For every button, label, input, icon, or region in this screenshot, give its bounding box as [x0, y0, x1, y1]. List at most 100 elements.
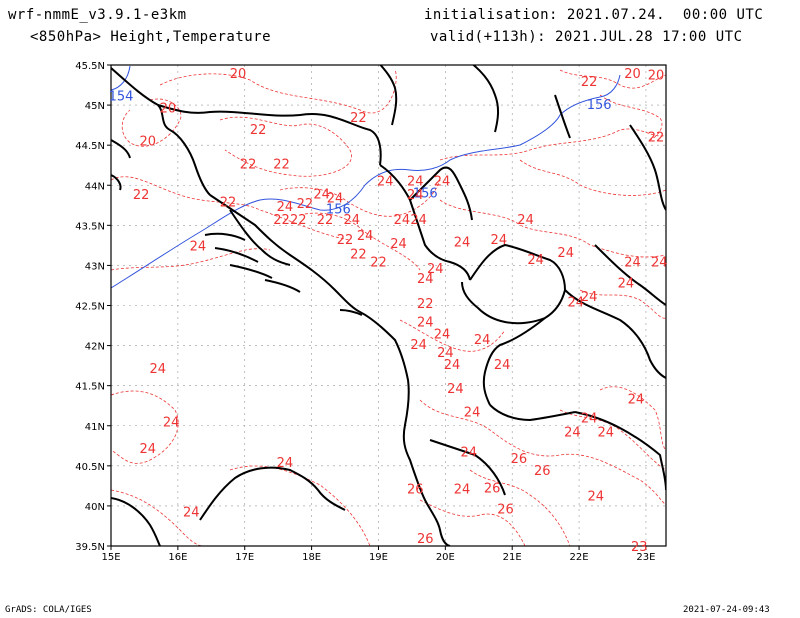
temperature-contour-label: 24 [407, 188, 424, 203]
temperature-contour-label: 22 [250, 123, 267, 138]
temperature-contour-label: 24 [567, 295, 584, 310]
temperature-contour-label: 24 [494, 358, 511, 373]
temperature-contour-label: 24 [410, 338, 427, 353]
temperature-contour-label: 26 [511, 452, 528, 467]
temperature-contour-label: 24 [460, 445, 477, 460]
temperature-contour-label: 24 [434, 174, 451, 189]
temperature-contour-label: 20 [140, 134, 157, 149]
temperature-contour-label: 24 [581, 290, 598, 305]
temperature-contour-label: 24 [407, 174, 424, 189]
temperature-contour-label: 24 [454, 235, 471, 250]
lon-tick-label: 20E [436, 552, 455, 563]
lat-tick-label: 42.5N [75, 302, 105, 313]
temperature-contour-label: 22 [317, 213, 334, 228]
lon-axis: 15E 16E 17E 18E 19E 20E 21E 22E 23E [101, 546, 655, 563]
temperature-contour-label: 22 [273, 213, 290, 228]
temperature-contour-label: 24 [434, 328, 451, 343]
temperature-contour-label: 24 [581, 412, 598, 427]
temperature-contour-label: 24 [277, 456, 294, 471]
temperature-contours [111, 69, 666, 546]
temperature-contour-label: 24 [417, 272, 434, 287]
temperature-contour-label: 22 [581, 75, 598, 90]
lat-tick-label: 45N [85, 101, 105, 112]
temperature-contour-label: 22 [220, 195, 237, 210]
lat-tick-label: 41N [85, 422, 105, 433]
footer-timestamp: 2021-07-24-09:43 [683, 605, 770, 615]
temperature-contour-label: 24 [491, 233, 508, 248]
lon-tick-label: 21E [503, 552, 522, 563]
temperature-contour-label: 24 [437, 346, 454, 361]
temperature-contour-label: 26 [484, 481, 501, 496]
height-contour-label: 154 [109, 89, 134, 104]
temperature-contour-label: 24 [588, 489, 605, 504]
height-contour-label: 156 [326, 202, 351, 217]
temperature-contour-label: 20 [624, 67, 641, 82]
temperature-contour-label: 24 [327, 191, 344, 206]
lon-tick-label: 22E [570, 552, 589, 563]
temperature-contour-label: 26 [534, 464, 551, 479]
lon-tick-label: 16E [168, 552, 187, 563]
temperature-contour-label: 22 [273, 158, 290, 173]
temperature-contour-label: 24 [417, 316, 434, 331]
temperature-contour-label: 24 [557, 246, 574, 261]
temperature-contour-label: 24 [628, 392, 645, 407]
model-title: wrf-nmmE_v3.9.1-e3km [8, 7, 187, 23]
temperature-contour-label: 24 [564, 425, 581, 440]
temperature-contour-label: 22 [648, 130, 665, 145]
temperature-contour-label: 24 [454, 482, 471, 497]
coastlines-borders [111, 65, 666, 546]
lat-axis: 45.5N 45N 44.5N 44N 43.5N 43N 42.5N 42N 41.5N 41N… [75, 61, 111, 553]
height-labels: 154 156 156 156 [109, 89, 612, 217]
temperature-contour-label: 26 [497, 502, 514, 517]
lon-tick-label: 17E [235, 552, 254, 563]
valid-time: valid(+113h): 2021.JUL.28 17:00 UTC [430, 29, 743, 45]
temperature-contour-label: 24 [410, 213, 427, 228]
temperature-contour-label: 24 [277, 200, 294, 215]
temperature-contour-label: 22 [290, 213, 307, 228]
temperature-contour-label: 24 [190, 239, 207, 254]
lon-tick-label: 18E [302, 552, 321, 563]
lat-tick-label: 43N [85, 261, 105, 272]
temperature-contour-label: 24 [598, 425, 615, 440]
temperature-contour-label: 24 [357, 229, 374, 244]
lat-tick-label: 44N [85, 181, 105, 192]
temperature-contour-label: 24 [517, 213, 534, 228]
lat-tick-label: 44.5N [75, 141, 105, 152]
temperature-contour-label: 24 [394, 213, 411, 228]
temperature-contour-label: 24 [163, 416, 180, 431]
level-fields-title: <850hPa> Height,Temperature [30, 29, 272, 45]
temperature-contour-label: 24 [474, 333, 491, 348]
height-contour-label: 156 [587, 98, 612, 113]
lat-tick-label: 43.5N [75, 221, 105, 232]
init-time: initialisation: 2021.07.24. 00:00 UTC [424, 7, 764, 23]
temperature-contour-label: 22 [417, 297, 434, 312]
temperature-contour-label: 26 [407, 482, 424, 497]
temperature-contour-label: 24 [651, 255, 668, 270]
temperature-contour-label: 24 [447, 382, 464, 397]
temperature-contour-label: 26 [417, 532, 434, 547]
lon-tick-label: 23E [636, 552, 655, 563]
temperature-contour-label: 24 [444, 358, 461, 373]
temperature-contour-label: 23 [631, 540, 648, 555]
lat-tick-label: 40.5N [75, 462, 105, 473]
temperature-contour-label: 22 [350, 247, 367, 262]
temperature-contour-label: 22 [370, 255, 387, 270]
lon-tick-label: 15E [101, 552, 120, 563]
temperature-contour-label: 24 [343, 213, 360, 228]
temperature-contour-label: 24 [140, 442, 157, 457]
temperature-contour-label: 22 [297, 197, 314, 212]
temperature-contour-label: 24 [390, 237, 407, 252]
temperature-contour-label: 20 [160, 101, 177, 116]
height-contours [111, 65, 621, 289]
lat-tick-label: 42N [85, 342, 105, 353]
temperature-contour-label: 22 [337, 233, 354, 248]
temperature-contour-label: 24 [624, 255, 641, 270]
temperature-contour-label: 24 [377, 174, 394, 189]
temperature-contour-label: 24 [313, 187, 330, 202]
lat-tick-label: 45.5N [75, 61, 105, 72]
temperature-contour-label: 24 [150, 362, 167, 377]
height-contour-label: 156 [413, 186, 438, 201]
temperature-contour-label: 20 [230, 67, 247, 82]
